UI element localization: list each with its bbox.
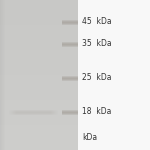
Text: kDa: kDa [82, 134, 97, 142]
Text: 25  kDa: 25 kDa [82, 74, 111, 82]
Text: 45  kDa: 45 kDa [82, 18, 112, 27]
Text: 35  kDa: 35 kDa [82, 39, 112, 48]
Text: 18  kDa: 18 kDa [82, 108, 111, 117]
